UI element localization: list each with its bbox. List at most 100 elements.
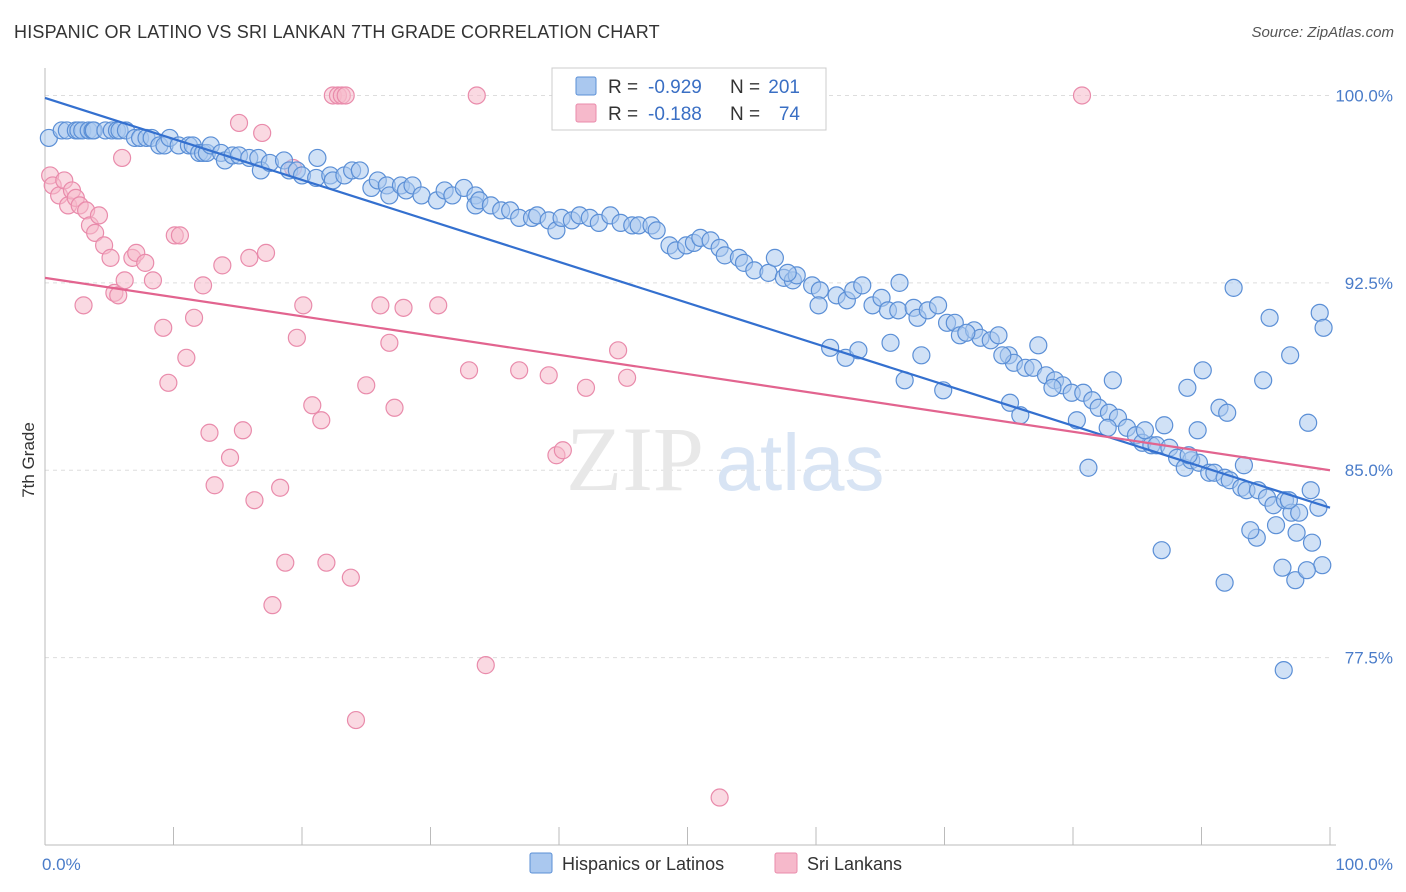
hispanics-point-184 [1273, 558, 1292, 577]
sri-lankans-point-63 [553, 441, 572, 460]
hispanics-point-196 [1299, 413, 1318, 432]
hispanics-trend-line [44, 96, 1331, 509]
hispanics-point-175 [1135, 421, 1155, 440]
sri-lankans-point-73 [380, 333, 399, 352]
sri-lankans-point-54 [385, 398, 404, 417]
hispanics-point-172 [1079, 458, 1098, 477]
y-tick-label-0: 77.5% [1345, 649, 1393, 668]
sri-lankans-point-58 [467, 86, 486, 105]
hispanics-point-93 [765, 248, 784, 267]
hispanics-point-176 [1152, 541, 1171, 560]
legend-r-value-2: -0.188 [648, 104, 702, 125]
hispanics-point-156 [809, 296, 828, 315]
hispanics-point-165 [957, 323, 976, 342]
sri-lankans-point-16 [115, 271, 134, 290]
sri-lankans-point-59 [476, 656, 495, 675]
sri-lankans-point-37 [263, 596, 282, 615]
hispanics-point-161 [890, 273, 909, 292]
hispanics-point-192 [1241, 521, 1260, 540]
sri-lankans-point-22 [159, 373, 178, 392]
sri-lankans-point-52 [357, 376, 376, 395]
hispanics-point-202 [1310, 303, 1329, 322]
sri-lankans-points [41, 86, 1092, 807]
stats-legend: R = -0.929 N = 201 R = -0.188 N = 74 [551, 67, 827, 131]
hispanics-point-198 [1215, 573, 1234, 592]
sri-lankans-point-55 [394, 298, 413, 317]
sri-lankans-point-53 [371, 296, 390, 315]
hispanics-point-170 [1043, 378, 1062, 397]
y-axis-label: 7th Grade [19, 422, 38, 498]
hispanics-point-80 [647, 221, 666, 240]
legend-n-label-2: N = [730, 104, 760, 125]
hispanics-point-200 [1286, 571, 1305, 590]
hispanics-point-188 [1313, 556, 1332, 575]
sri-lankans-point-71 [74, 296, 93, 315]
legend-n-value-1: 201 [768, 77, 800, 98]
sri-lankans-point-44 [312, 411, 331, 430]
sri-lankans-point-57 [459, 361, 479, 380]
source-label: Source: ZipAtlas.com [1251, 24, 1394, 41]
sri-lankans-point-21 [154, 318, 173, 337]
hispanics-point-163 [912, 346, 931, 365]
series-legend-label-sri-lankans: Sri Lankans [807, 854, 902, 874]
legend-n-value-2: 74 [779, 104, 801, 125]
hispanics-point-160 [881, 333, 900, 352]
hispanics-point-166 [993, 346, 1012, 365]
sri-lankans-point-11 [89, 206, 109, 225]
watermark: ZIP atlas [566, 408, 884, 510]
hispanics-point-179 [1188, 421, 1207, 440]
hispanics-point-110 [928, 296, 948, 315]
sri-lankans-point-64 [576, 378, 596, 397]
sri-lankans-point-66 [618, 368, 637, 387]
series-legend-swatch-hispanics [529, 852, 553, 874]
legend-n-label-1: N = [730, 77, 760, 98]
sri-lankans-point-49 [336, 86, 355, 105]
sri-lankans-point-31 [229, 113, 249, 133]
sri-lankans-point-65 [609, 341, 628, 360]
sri-lankans-point-36 [256, 243, 276, 262]
sri-lankans-point-69 [1072, 86, 1092, 105]
y-tick-label-2: 92.5% [1345, 274, 1393, 293]
x-tick-label-0: 0.0% [42, 855, 81, 874]
hispanics-point-106 [889, 301, 908, 320]
tick-labels: 77.5% 85.0% 92.5% 100.0% 0.0% 100.0% [42, 86, 1393, 874]
sri-lankans-point-39 [276, 553, 295, 572]
trend-lines [44, 96, 1331, 509]
sri-lankans-point-45 [317, 553, 336, 572]
hispanics-point-193 [1254, 371, 1273, 390]
legend-swatch-pink [575, 103, 597, 123]
sri-lankans-point-24 [170, 226, 190, 245]
hispanics-point-152 [1290, 503, 1309, 522]
hispanics-points [39, 121, 1333, 680]
hispanics-point-98 [810, 281, 829, 300]
sri-lankans-point-70 [112, 148, 132, 168]
sri-lankans-point-33 [240, 248, 259, 267]
sri-lankans-point-26 [184, 308, 204, 327]
hispanics-point-155 [778, 263, 797, 282]
hispanics-point-191 [1218, 403, 1237, 422]
sri-lankans-trend-line [44, 276, 1331, 472]
sri-lankans-point-61 [539, 366, 558, 385]
hispanics-point-183 [1266, 516, 1286, 535]
sri-lankans-point-43 [303, 396, 322, 415]
hispanics-point-153 [1301, 481, 1320, 500]
legend-r-value-1: -0.929 [648, 77, 702, 98]
axes [44, 68, 1336, 846]
sri-lankans-point-19 [136, 253, 155, 272]
sri-lankans-point-41 [287, 328, 306, 347]
legend-r-label-2: R = [608, 104, 638, 125]
hispanics-point-197 [1224, 278, 1243, 297]
hispanics-point-190 [1193, 361, 1212, 380]
hispanics-point-102 [853, 276, 872, 295]
y-tick-label-3: 100.0% [1335, 86, 1393, 105]
sri-lankans-point-10 [86, 223, 105, 242]
sri-lankans-point-15 [109, 286, 128, 305]
sri-lankans-point-29 [213, 256, 232, 275]
hispanics-point-194 [1260, 308, 1279, 327]
hispanics-point-50 [380, 186, 399, 205]
watermark-atlas: atlas [716, 418, 885, 507]
hispanics-point-203 [1314, 318, 1333, 337]
hispanics-point-46 [350, 161, 369, 180]
hispanics-point-117 [989, 326, 1008, 345]
